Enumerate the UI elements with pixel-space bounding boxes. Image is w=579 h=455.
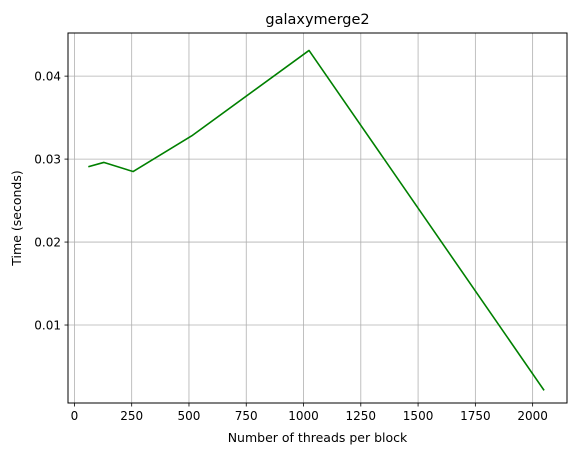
x-tick-label: 250 <box>120 409 143 423</box>
x-tick-label: 1000 <box>288 409 319 423</box>
y-axis-label: Time (seconds) <box>9 170 24 266</box>
y-axis-ticks: 0.01 0.02 0.03 0.04 <box>34 69 68 332</box>
data-point <box>191 135 193 137</box>
x-tick-label: 2000 <box>517 409 548 423</box>
y-tick-label: 0.03 <box>34 152 61 166</box>
series-line <box>88 49 545 391</box>
series-layer <box>88 49 545 391</box>
x-axis-ticks: 0 250 500 750 1000 1250 1500 1750 2000 <box>71 403 548 423</box>
y-tick-label: 0.02 <box>34 235 61 249</box>
chart-title: galaxymerge2 <box>265 12 369 28</box>
x-tick-label: 0 <box>71 409 79 423</box>
x-tick-label: 750 <box>235 409 258 423</box>
plot-frame <box>67 32 568 404</box>
data-point <box>132 171 134 173</box>
x-tick-label: 500 <box>178 409 201 423</box>
data-point <box>543 389 545 391</box>
x-tick-label: 1500 <box>403 409 434 423</box>
y-tick-label: 0.01 <box>34 318 61 332</box>
x-tick-label: 1250 <box>346 409 377 423</box>
data-point <box>88 166 90 168</box>
x-axis-label: Number of threads per block <box>228 430 408 445</box>
data-point <box>103 162 105 164</box>
data-point <box>308 50 310 52</box>
grid-lines <box>68 33 567 403</box>
plot-background <box>68 33 567 403</box>
x-tick-label: 1750 <box>460 409 491 423</box>
y-tick-label: 0.04 <box>34 69 61 83</box>
